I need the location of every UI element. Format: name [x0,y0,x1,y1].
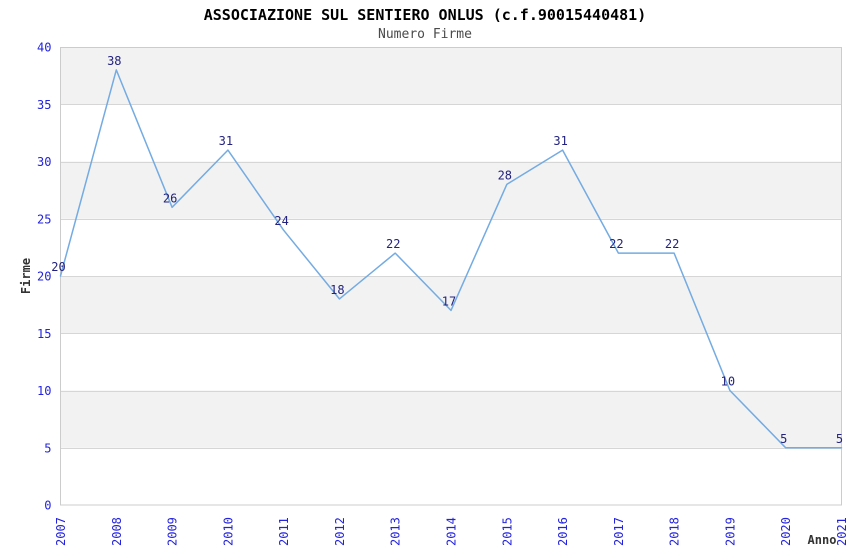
grid-band [60,47,842,105]
y-tick-label: 25 [37,212,51,226]
data-point-label: 10 [721,375,735,389]
data-point-label: 22 [386,237,400,251]
chart-title: ASSOCIAZIONE SUL SENTIERO ONLUS (c.f.900… [203,6,647,24]
x-tick-label: 2016 [556,517,570,546]
grid-band [60,390,842,448]
x-tick-label: 2015 [500,517,514,546]
x-tick-label: 2012 [333,517,347,546]
x-tick-label: 2018 [668,517,682,546]
y-axis-title: Firme [19,258,33,294]
data-point-label: 26 [163,191,177,205]
x-tick-label: 2014 [445,517,459,546]
y-tick-label: 15 [37,327,51,341]
x-tick-label: 2011 [277,517,291,546]
data-point-label: 17 [442,294,456,308]
x-tick-label: 2010 [221,517,235,546]
x-tick-label: 2017 [612,517,626,546]
y-tick-label: 30 [37,155,51,169]
x-tick-label: 2020 [779,517,793,546]
data-point-label: 22 [609,237,623,251]
y-tick-label: 40 [37,41,51,55]
grid-band [60,276,842,334]
y-tick-label: 0 [44,499,51,513]
data-point-label: 24 [274,214,288,228]
data-point-label: 22 [665,237,679,251]
series-line [59,69,843,449]
data-point-label: 31 [553,134,567,148]
data-point-label: 5 [780,432,787,446]
x-tick-label: 2019 [723,517,737,546]
y-tick-label: 35 [37,98,51,112]
data-point-label: 20 [51,260,65,274]
y-tick-label: 20 [37,270,51,284]
data-point-label: 38 [107,54,121,68]
grid-band [60,161,842,219]
x-tick-label: 2009 [166,517,180,546]
chart-subtitle: Numero Firme [378,27,472,42]
y-tick-label: 10 [37,384,51,398]
data-point-label: 18 [330,283,344,297]
data-point-label: 28 [498,168,512,182]
data-point-label: 5 [836,432,843,446]
y-tick-label: 5 [44,441,51,455]
x-axis-title: Anno [808,533,837,547]
x-tick-label: 2021 [835,517,849,546]
x-tick-label: 2007 [54,517,68,546]
x-tick-label: 2008 [110,517,124,546]
x-tick-label: 2013 [389,517,403,546]
data-point-label: 31 [219,134,233,148]
